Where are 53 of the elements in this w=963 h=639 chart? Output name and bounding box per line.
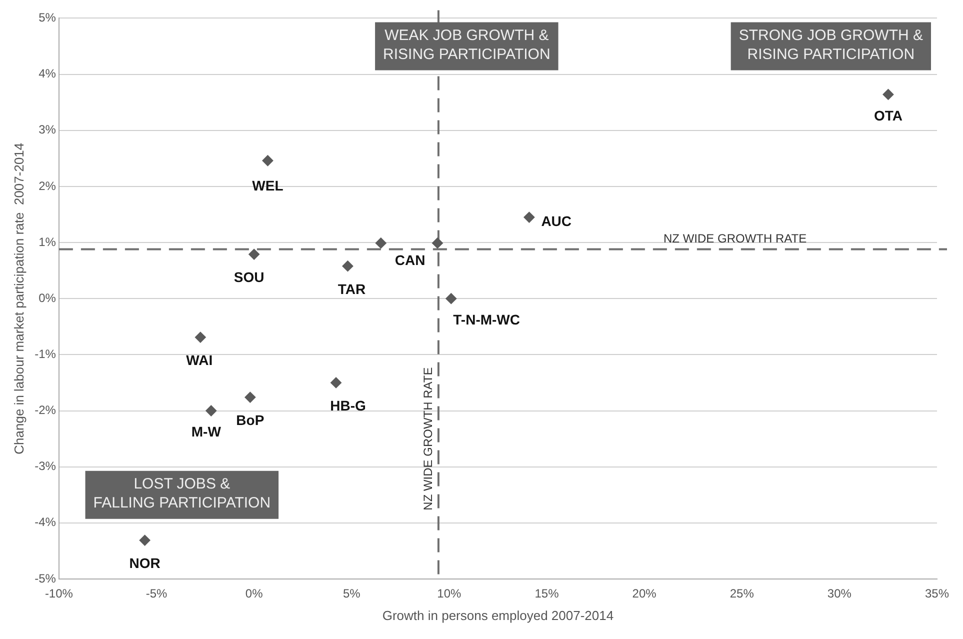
annotation: WEAK JOB GROWTH & RISING PARTICIPATION bbox=[383, 26, 550, 63]
point bbox=[194, 332, 206, 343]
point bbox=[446, 293, 457, 304]
annotation: AUC bbox=[541, 213, 572, 230]
annotation: BoP bbox=[236, 412, 264, 428]
annotation: M-W bbox=[191, 424, 222, 440]
x-tick-label: 0% bbox=[245, 586, 264, 601]
point bbox=[262, 155, 274, 166]
x-tick-label: 5% bbox=[342, 586, 361, 601]
annotation: LOST JOBS & FALLING PARTICIPATION bbox=[93, 475, 271, 512]
annotation: NOR bbox=[129, 555, 160, 572]
point bbox=[244, 392, 256, 403]
x-tick-label: 25% bbox=[730, 586, 754, 601]
y-axis-title: Change in labour market participation rate 2007-2014 bbox=[11, 142, 26, 454]
point bbox=[206, 405, 217, 416]
x-axis-title: Growth in persons employed 2007-2014 bbox=[382, 608, 614, 623]
point bbox=[375, 238, 386, 249]
point bbox=[432, 238, 443, 249]
y-tick-label: -1% bbox=[34, 346, 56, 361]
annotation: HB-G bbox=[330, 398, 366, 414]
x-tick-label: 35% bbox=[924, 586, 950, 601]
ref-line-label: NZ WIDE GROWTH RATE bbox=[663, 232, 807, 246]
point bbox=[139, 534, 150, 546]
y-tick-label: -3% bbox=[34, 459, 56, 474]
x-tick-label: 30% bbox=[827, 586, 852, 601]
annotation: WAI bbox=[186, 352, 213, 368]
x-tick-label: 15% bbox=[534, 586, 560, 601]
point bbox=[524, 212, 535, 223]
y-tick-label: 4% bbox=[38, 66, 56, 81]
annotation: CAN bbox=[394, 252, 426, 268]
ref-line-label: NZ WIDE GROWTH RATE bbox=[420, 367, 435, 510]
x-tick-label: 20% bbox=[632, 586, 657, 601]
y-tick-label: 0% bbox=[38, 290, 56, 305]
y-tick-label: -2% bbox=[34, 403, 56, 418]
x-tick-label: -10% bbox=[44, 586, 74, 601]
y-tick-label: -5% bbox=[34, 571, 56, 586]
y-tick-label: 1% bbox=[38, 234, 56, 249]
y-tick-label: 2% bbox=[38, 178, 56, 193]
x-tick-label: -5% bbox=[146, 586, 168, 601]
annotation: WEL bbox=[252, 178, 284, 194]
point bbox=[342, 260, 354, 272]
y-tick-label: 3% bbox=[38, 122, 56, 137]
annotation: STRONG JOB GROWTH & RISING PARTICIPATION bbox=[738, 26, 923, 63]
annotation: TAR bbox=[338, 280, 366, 297]
x-tick-label: 10% bbox=[437, 586, 462, 601]
point bbox=[248, 248, 260, 260]
y-tick-label: 5% bbox=[38, 10, 56, 25]
point bbox=[882, 88, 894, 100]
y-tick-label: -4% bbox=[34, 515, 56, 530]
annotation: OTA bbox=[874, 107, 902, 124]
annotation: SOU bbox=[234, 269, 264, 286]
point bbox=[330, 377, 342, 388]
annotation: T-N-M-WC bbox=[453, 311, 520, 328]
